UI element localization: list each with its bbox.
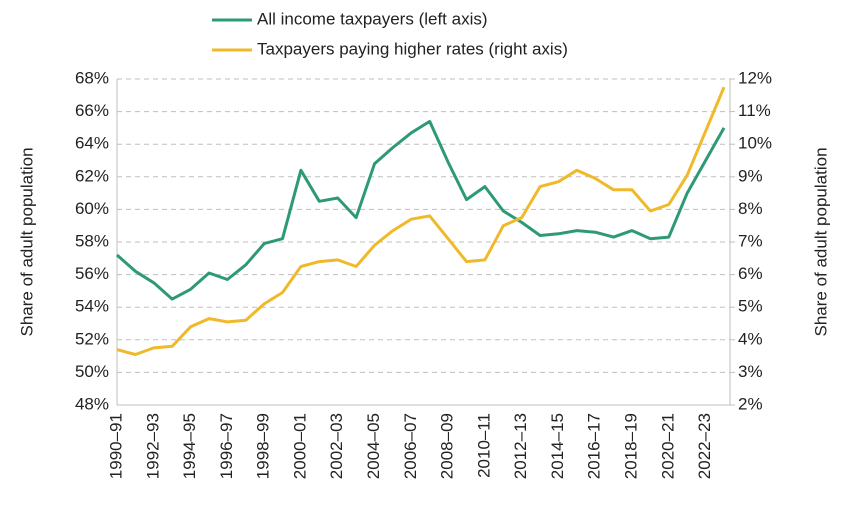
y-tick-label: 52% — [75, 329, 109, 348]
x-tick-label: 2010–11 — [474, 413, 493, 478]
x-tick-label: 1996–97 — [217, 413, 236, 479]
y-tick-label: 58% — [75, 231, 109, 250]
x-tick-label: 1994–95 — [180, 413, 199, 479]
y-tick-label: 60% — [75, 199, 109, 218]
x-tick-label: 2006–07 — [401, 413, 420, 479]
x-tick-label: 2022–23 — [695, 413, 714, 479]
y-tick-label: 50% — [75, 362, 109, 381]
y-axis-title: Share of adult population — [17, 147, 36, 336]
series-line — [116, 119, 726, 301]
y-tick-label: 66% — [75, 101, 109, 120]
x-tick-label: 2020–21 — [658, 413, 677, 479]
y-tick-label: 48% — [75, 394, 109, 413]
y2-tick-label: 12% — [738, 68, 772, 87]
x-tick-label: 1990–91 — [106, 413, 125, 479]
legend-label: All income taxpayers (left axis) — [257, 9, 488, 28]
y-tick-label: 54% — [75, 297, 109, 316]
y-tick-label: 68% — [75, 68, 109, 87]
legend-label: Taxpayers paying higher rates (right axi… — [257, 39, 568, 58]
x-tick-label: 2008–09 — [438, 413, 457, 479]
y2-tick-label: 11% — [738, 101, 771, 120]
y2-tick-label: 3% — [738, 362, 763, 381]
y2-tick-label: 10% — [738, 134, 772, 153]
y-tick-label: 56% — [75, 264, 109, 283]
x-tick-label: 2000–01 — [290, 413, 309, 479]
y-tick-label: 62% — [75, 166, 109, 185]
x-tick-label: 2014–15 — [548, 413, 567, 479]
series-line — [116, 86, 726, 356]
y2-tick-label: 4% — [738, 329, 763, 348]
y2-tick-label: 2% — [738, 394, 763, 413]
x-tick-label: 2004–05 — [364, 413, 383, 479]
x-tick-label: 2016–17 — [585, 413, 604, 479]
y2-tick-label: 8% — [738, 199, 763, 218]
x-tick-label: 2002–03 — [327, 413, 346, 479]
x-tick-label: 1998–99 — [254, 413, 273, 479]
x-tick-label: 2018–19 — [622, 413, 641, 479]
y-tick-label: 64% — [75, 134, 109, 153]
x-tick-label: 2012–13 — [511, 413, 530, 479]
y2-tick-label: 6% — [738, 264, 763, 283]
x-tick-label: 1992–93 — [143, 413, 162, 479]
y2-tick-label: 7% — [738, 231, 763, 250]
y2-tick-label: 9% — [738, 166, 763, 185]
y2-axis-title: Share of adult population — [811, 147, 830, 336]
y2-tick-label: 5% — [738, 297, 763, 316]
